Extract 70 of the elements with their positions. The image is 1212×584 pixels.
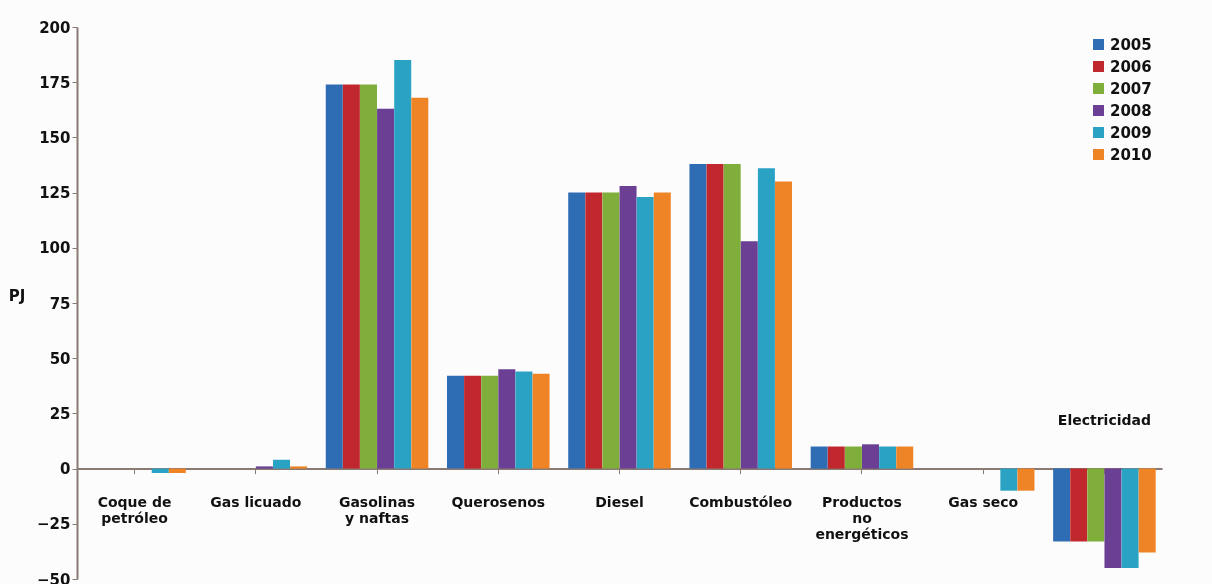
bar [757, 168, 775, 469]
bar [394, 60, 412, 469]
bar [1087, 468, 1105, 542]
bar [1053, 468, 1071, 542]
y-tick-label: 0 [60, 460, 71, 479]
bar [359, 84, 377, 469]
bar [325, 84, 343, 469]
bar [1017, 468, 1035, 491]
bar [810, 446, 828, 469]
y-tick-label: 50 [49, 349, 71, 368]
y-tick-label: 200 [39, 18, 71, 37]
bar [1138, 468, 1156, 553]
y-axis-title: PJ [8, 286, 26, 305]
bar [653, 192, 671, 469]
bar [498, 369, 516, 469]
x-tick-label: Querosenos [451, 494, 546, 511]
x-tick-label: Gas seco [948, 494, 1019, 511]
bar [446, 375, 464, 469]
bar [411, 97, 429, 469]
bar [290, 466, 308, 469]
bar [723, 163, 741, 469]
y-tick-label: −50 [37, 570, 71, 584]
x-tick-label: Combustóleo [689, 494, 793, 511]
legend-label: 2007 [1110, 79, 1152, 98]
legend-label: 2010 [1110, 145, 1152, 164]
bar [879, 446, 897, 469]
bar [168, 468, 186, 474]
bar [1104, 468, 1122, 568]
x-tick-label: Gasolinas y naftas [338, 494, 416, 527]
legend-label: 2005 [1110, 35, 1152, 54]
bar [1070, 468, 1088, 542]
legend-label: 2008 [1110, 101, 1152, 120]
bar [1000, 468, 1018, 491]
legend-label: 2006 [1110, 57, 1152, 76]
bar [568, 192, 586, 469]
bar [827, 446, 845, 469]
y-tick-label: 125 [39, 184, 71, 203]
bar [619, 185, 637, 469]
x-tick-label: Coque de petróleo [97, 494, 172, 527]
y-tick-label: 75 [49, 294, 71, 313]
bar [464, 375, 482, 469]
x-tick-label: Electricidad [1057, 412, 1151, 429]
bar [481, 375, 499, 469]
bar [602, 192, 620, 469]
bar [740, 241, 758, 469]
bar [342, 84, 360, 469]
y-tick-label: −25 [37, 515, 71, 534]
bar [255, 466, 273, 469]
bar [896, 446, 914, 469]
bar [515, 371, 533, 469]
y-tick-label: 100 [39, 239, 71, 258]
bar [706, 163, 724, 469]
bar [151, 468, 169, 474]
x-tick-label: Gas licuado [210, 494, 302, 511]
bar [636, 197, 654, 469]
bar [775, 181, 793, 469]
x-tick-label: Diesel [595, 494, 644, 511]
bar [1121, 468, 1139, 568]
y-tick-label: 25 [49, 404, 71, 423]
bar [272, 459, 290, 469]
bar [377, 108, 395, 469]
bar [689, 163, 707, 469]
bar [532, 373, 550, 469]
x-tick-label: Productos no energéticos [815, 494, 909, 543]
bar [844, 446, 862, 469]
legend-label: 2009 [1110, 123, 1152, 142]
y-tick-label: 150 [39, 128, 71, 147]
bar [862, 444, 880, 469]
y-tick-label: 175 [39, 73, 71, 92]
bar [585, 192, 603, 469]
